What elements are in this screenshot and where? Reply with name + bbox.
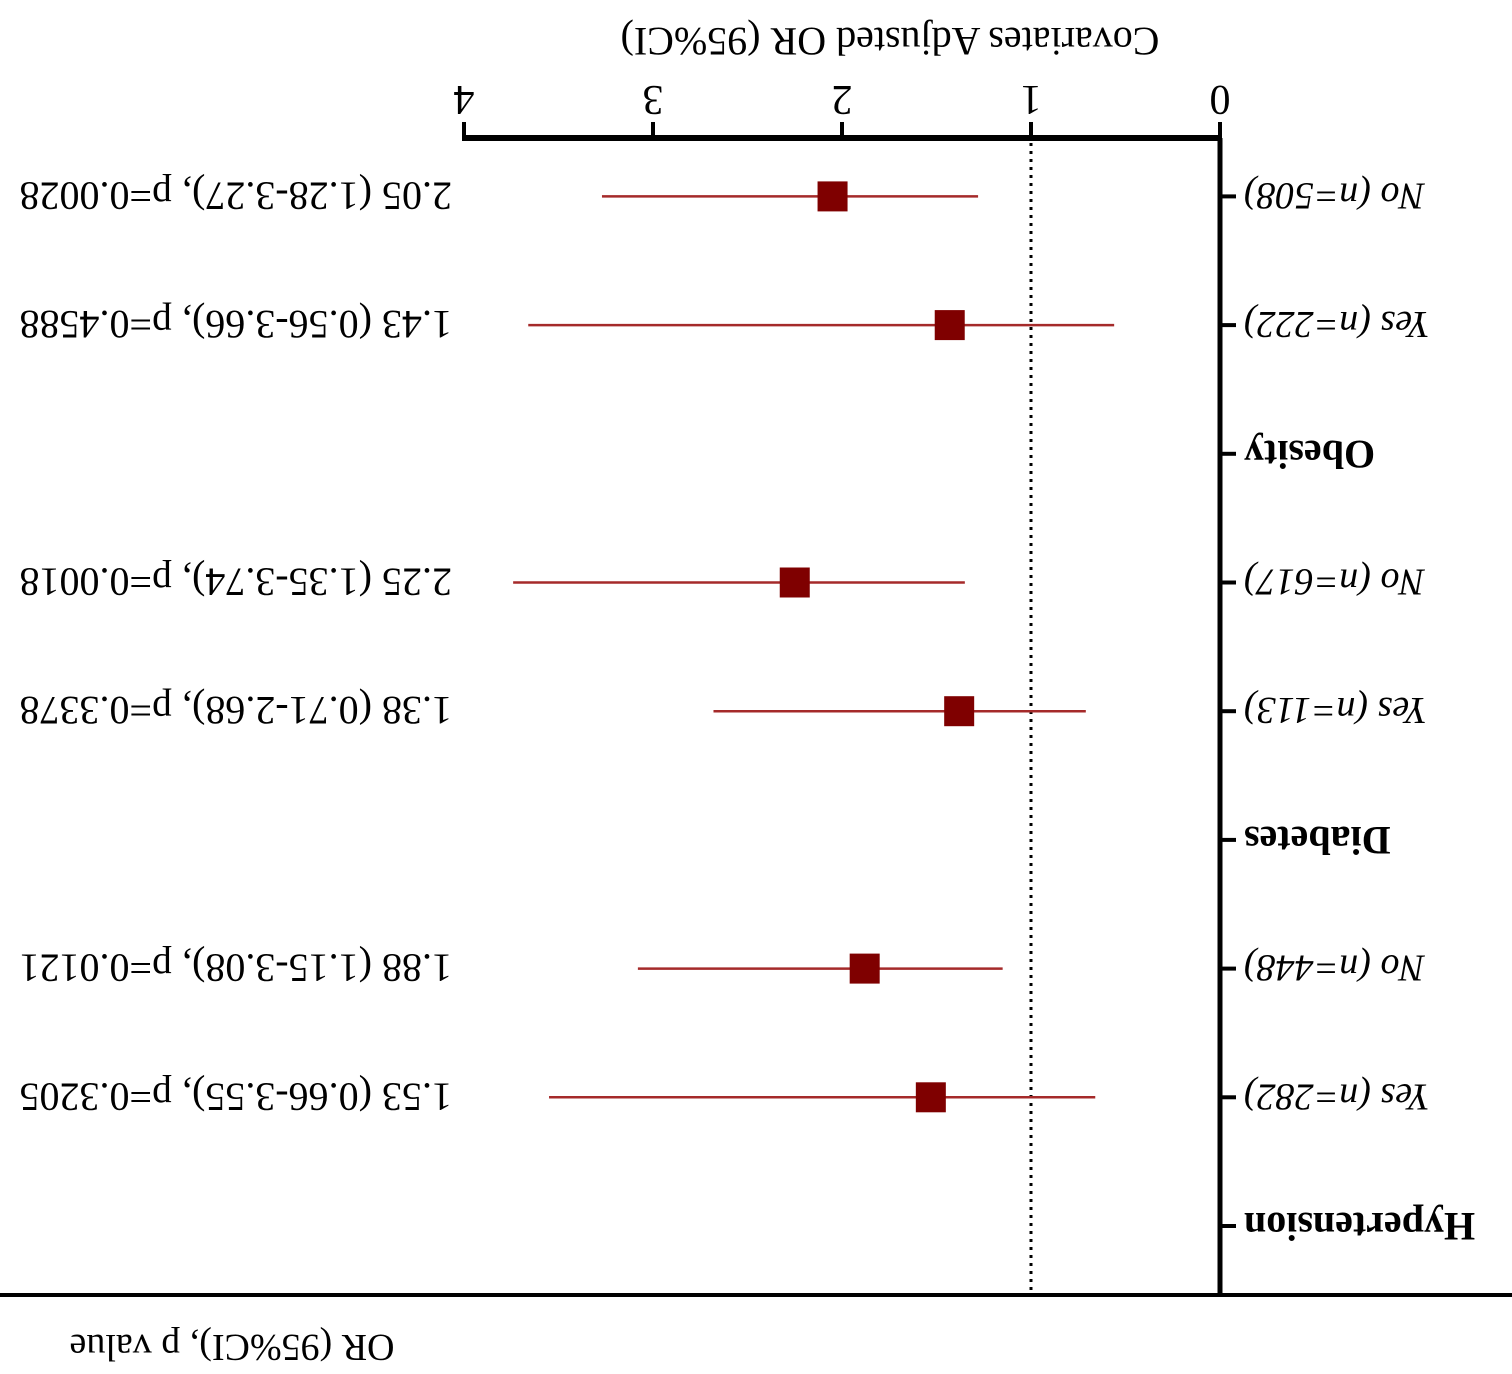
x-axis-title: Covariates Adjusted OR (95%CI) — [621, 19, 1160, 64]
or-marker — [779, 567, 810, 598]
rows-group: Hypertension Yes (n=282) No (n=448) Diabete… — [1220, 174, 1475, 1249]
value-label: 1.88 (1.15-3.08), p=0.0121 — [19, 946, 452, 991]
x-tick-label: 4 — [454, 76, 475, 122]
x-tick-label: 0 — [1210, 76, 1231, 122]
row-label: Yes (n=113) — [1244, 689, 1427, 731]
value-label: 2.25 (1.35-3.74), p=0.0018 — [19, 560, 452, 605]
values-group: 1.53 (0.66-3.55), p=0.3205 1.88 (1.15-3.0… — [19, 173, 452, 1119]
row-label: Yes (n=282) — [1244, 1075, 1430, 1117]
x-tick-label: 1 — [1021, 76, 1042, 122]
row-label: Yes (n=222) — [1244, 303, 1430, 345]
or-marker — [934, 310, 965, 341]
marks-group — [513, 181, 1115, 1113]
or-marker — [849, 953, 880, 984]
value-label: 2.05 (1.28-3.27), p=0.0028 — [19, 173, 452, 218]
or-marker — [944, 696, 975, 727]
or-marker — [915, 1082, 946, 1113]
row-label: No (n=508) — [1244, 174, 1426, 216]
value-column-header: OR (95%CI), p value — [69, 1326, 394, 1368]
x-tick-label: 2 — [832, 76, 853, 122]
value-label: 1.43 (0.56-3.66), p=0.4588 — [19, 302, 452, 347]
row-label: No (n=617) — [1244, 561, 1426, 603]
x-tick-label: 3 — [643, 76, 664, 122]
group-label: Hypertension — [1244, 1204, 1475, 1249]
value-label: 1.53 (0.66-3.55), p=0.3205 — [19, 1074, 452, 1119]
group-label: Obesity — [1244, 432, 1375, 477]
or-marker — [817, 181, 848, 212]
row-label: No (n=448) — [1244, 947, 1426, 989]
group-label: Diabetes — [1244, 818, 1391, 863]
value-label: 1.38 (0.71-2.68), p=0.3378 — [19, 688, 452, 733]
